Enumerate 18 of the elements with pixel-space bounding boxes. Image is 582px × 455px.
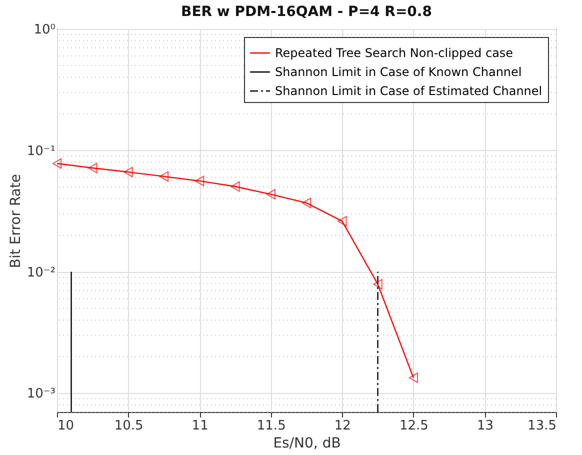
legend-label: Shannon Limit in Case of Known Channel (275, 65, 522, 79)
chart-title: BER w PDM-16QAM - P=4 R=0.8 (181, 4, 432, 20)
y-tick-label: 10⁻³ (26, 386, 56, 402)
y-tick-label: 10⁰ (34, 22, 56, 38)
x-tick-label: 10 (58, 418, 74, 434)
x-tick-label: 11 (192, 418, 208, 434)
y-tick-label: 10⁻² (26, 265, 56, 280)
x-axis-title: Es/N0, dB (273, 436, 341, 452)
legend-label: Repeated Tree Search Non-clipped case (275, 46, 514, 60)
y-axis-title: Bit Error Rate (8, 174, 24, 268)
x-tick-label: 13 (476, 418, 494, 434)
x-tick-label: 10.5 (114, 418, 144, 434)
x-tick-label: 13.5 (528, 418, 556, 434)
x-tick-label: 12.5 (399, 418, 428, 434)
x-tick-label: 11.5 (256, 418, 286, 434)
x-tick-label: 12 (334, 418, 351, 434)
y-tick-label: 10⁻¹ (26, 144, 56, 159)
legend-label: Shannon Limit in Case of Estimated Channel (275, 84, 542, 98)
